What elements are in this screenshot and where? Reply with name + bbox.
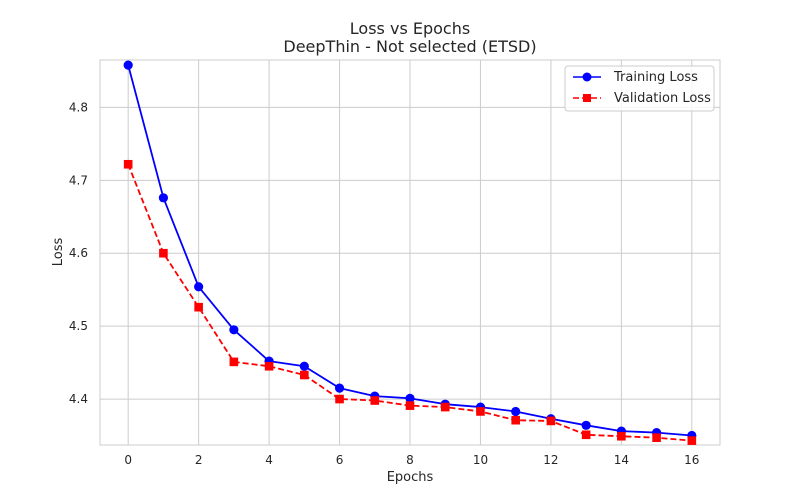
data-point	[511, 406, 521, 417]
y-tick-label: 4.4	[69, 392, 88, 406]
data-point	[229, 325, 239, 335]
x-tick-label: 0	[124, 453, 132, 467]
data-point	[159, 248, 168, 258]
data-point	[335, 394, 344, 404]
data-point	[158, 193, 169, 203]
y-tick-label: 4.7	[69, 173, 88, 187]
y-tick-label: 4.6	[69, 246, 88, 260]
plot-area-frame	[99, 59, 721, 446]
data-point	[370, 396, 380, 405]
x-tick-label: 16	[684, 453, 699, 467]
x-tick-label: 6	[336, 453, 344, 467]
data-point	[581, 420, 591, 430]
data-point	[581, 430, 591, 440]
grid-lines	[100, 60, 720, 445]
chart-title: Loss vs Epochs	[350, 19, 470, 38]
y-tick-label: 4.8	[69, 100, 88, 114]
legend-training-marker	[582, 72, 592, 82]
x-axis-label: Epochs	[387, 470, 434, 485]
x-tick-label: 4	[265, 453, 273, 467]
x-tick-label: 2	[195, 453, 203, 467]
chart-subtitle: DeepThin - Not selected (ETSD)	[283, 37, 536, 56]
data-point	[229, 357, 239, 367]
data-point	[546, 416, 556, 426]
series-validation-loss	[123, 159, 697, 445]
legend-validation-marker	[583, 94, 591, 102]
series-layer	[123, 60, 697, 445]
data-point	[687, 436, 697, 445]
data-point	[405, 393, 415, 403]
x-tick-label: 10	[473, 453, 488, 467]
data-point	[194, 302, 203, 312]
x-tick-label: 14	[614, 453, 629, 467]
legend: Training Loss Validation Loss	[564, 65, 715, 112]
data-point	[440, 402, 450, 412]
data-point	[476, 407, 485, 416]
legend-validation-label: Validation Loss	[614, 91, 711, 106]
data-point	[123, 60, 133, 70]
data-point	[652, 433, 661, 443]
data-point	[123, 159, 133, 169]
data-point	[264, 361, 274, 371]
data-point	[511, 415, 520, 425]
x-tick-label: 12	[543, 453, 558, 467]
legend-box	[564, 65, 715, 112]
data-point	[617, 431, 626, 441]
data-point	[300, 370, 309, 380]
data-point	[299, 361, 309, 371]
data-point	[194, 282, 204, 292]
data-point	[334, 383, 345, 393]
y-axis-label: Loss	[51, 238, 66, 267]
data-point	[405, 401, 415, 410]
tick-labels: 0 2 4 6 8 10 12 14 16 4.4 4.5 4.6 4.7 4.8	[69, 100, 700, 467]
legend-training-label: Training Loss	[613, 70, 698, 85]
y-tick-label: 4.5	[69, 319, 88, 333]
x-tick-label: 8	[406, 453, 414, 467]
